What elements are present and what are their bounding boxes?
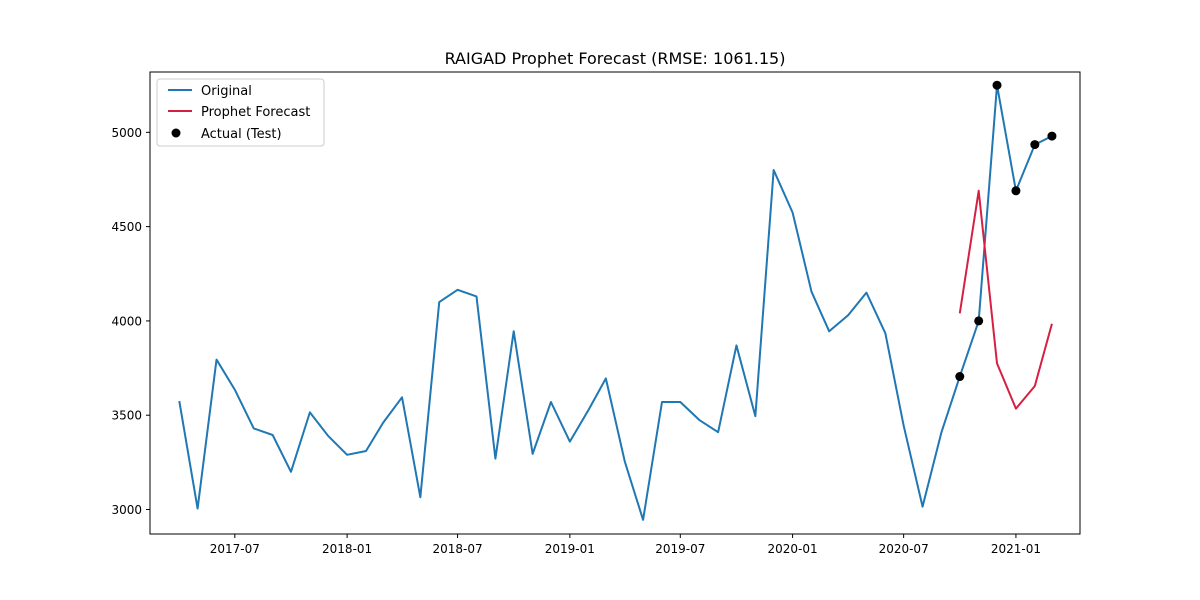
x-tick-label-1: 2018-01 <box>322 542 372 556</box>
series-line-original <box>178 84 1053 521</box>
y-tick-label-1: 3500 <box>111 409 142 423</box>
data-point-actual-test-2 <box>992 80 1002 90</box>
x-tick-label-2: 2018-07 <box>432 542 482 556</box>
series-layer <box>178 80 1057 521</box>
legend: Original Prophet Forecast Actual (Test) <box>156 78 325 147</box>
axis-layer: 2017-07 2018-01 2018-07 2019-01 2019-07 2020-… <box>111 126 1041 556</box>
chart-title: RAIGAD Prophet Forecast (RMSE: 1061.15) <box>445 49 786 68</box>
x-tick-label-5: 2020-01 <box>768 542 818 556</box>
legend-label-prophet-forecast: Prophet Forecast <box>201 105 310 120</box>
y-tick-label-0: 3000 <box>111 503 142 517</box>
x-tick-label-0: 2017-07 <box>210 542 260 556</box>
data-point-actual-test-5 <box>1047 131 1057 141</box>
legend-label-original: Original <box>201 84 252 99</box>
x-tick-label-6: 2020-07 <box>879 542 929 556</box>
series-line-prophet-forecast <box>958 189 1053 410</box>
data-point-actual-test-4 <box>1030 140 1040 150</box>
y-tick-label-4: 5000 <box>111 126 142 140</box>
legend-box <box>156 78 325 147</box>
data-point-actual-test-1 <box>974 316 984 326</box>
legend-label-actual-test: Actual (Test) <box>201 127 282 142</box>
plot-frame <box>149 71 1081 535</box>
x-tick-label-3: 2019-01 <box>545 542 595 556</box>
data-point-actual-test-0 <box>955 372 965 382</box>
y-tick-label-3: 4500 <box>111 220 142 234</box>
x-tick-label-4: 2019-07 <box>655 542 705 556</box>
legend-swatch-actual-test <box>171 128 181 138</box>
data-point-actual-test-3 <box>1011 186 1021 196</box>
y-tick-label-2: 4000 <box>111 314 142 328</box>
x-tick-label-7: 2021-01 <box>991 542 1041 556</box>
